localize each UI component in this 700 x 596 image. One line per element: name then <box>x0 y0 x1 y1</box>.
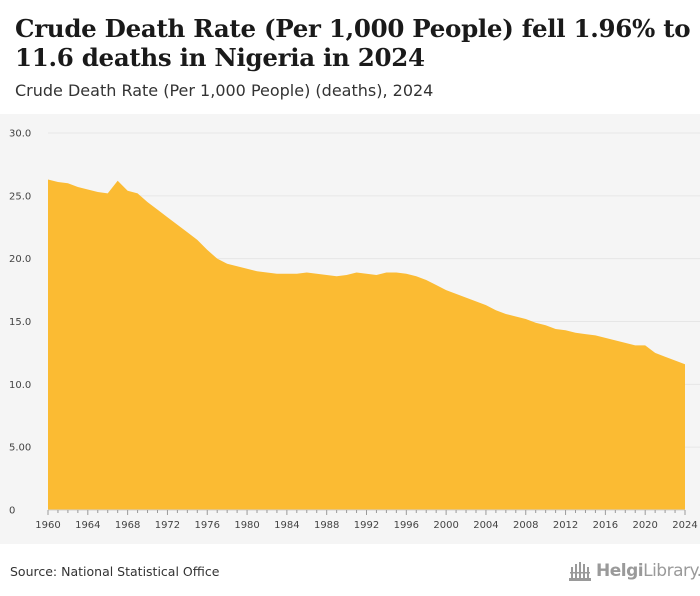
x-tick-label: 2024 <box>672 520 697 531</box>
x-tick-label: 1960 <box>35 520 60 531</box>
x-tick-label: 2000 <box>433 520 458 531</box>
y-tick-label: 25.0 <box>9 191 31 202</box>
chart-header: Crude Death Rate (Per 1,000 People) fell… <box>0 0 700 114</box>
y-tick-label: 10.0 <box>9 380 31 391</box>
x-tick-label: 1996 <box>394 520 419 531</box>
y-tick-label: 20.0 <box>9 254 31 265</box>
x-tick-label: 1976 <box>195 520 220 531</box>
library-building-icon <box>569 562 591 581</box>
series-area <box>48 179 685 510</box>
x-tick-label: 1980 <box>234 520 259 531</box>
helgi-library-logo[interactable]: HelgiLibrary. <box>568 558 700 584</box>
x-tick-label: 1992 <box>354 520 379 531</box>
y-tick-label: 15.0 <box>9 317 31 328</box>
x-tick-label: 1968 <box>115 520 140 531</box>
x-tick-label: 1972 <box>155 520 180 531</box>
source-note: Source: National Statistical Office <box>10 564 220 579</box>
x-tick-label: 1964 <box>75 520 100 531</box>
x-tick-label: 2008 <box>513 520 538 531</box>
x-tick-label: 2020 <box>632 520 657 531</box>
death-rate-area <box>48 179 685 510</box>
y-tick-label: 30.0 <box>9 129 31 140</box>
chart-subtitle: Crude Death Rate (Per 1,000 People) (dea… <box>15 81 434 100</box>
area-chart: 0 5.00 10.0 15.0 20.0 25.0 30.0 1960 1964 1968 197… <box>9 129 700 532</box>
y-tick-label: 5.00 <box>9 443 31 454</box>
x-tick-label: 1988 <box>314 520 339 531</box>
x-tick-label: 2004 <box>473 520 498 531</box>
x-tick-label: 1984 <box>274 520 299 531</box>
chart-title: Crude Death Rate (Per 1,000 People) fell… <box>15 14 691 72</box>
axes: 0 5.00 10.0 15.0 20.0 25.0 30.0 1960 1964 1968 197… <box>9 129 698 532</box>
y-tick-label: 0 <box>9 506 15 517</box>
x-tick-label: 2012 <box>553 520 578 531</box>
logo-text: HelgiLibrary. <box>596 561 700 581</box>
x-tick-label: 2016 <box>593 520 618 531</box>
